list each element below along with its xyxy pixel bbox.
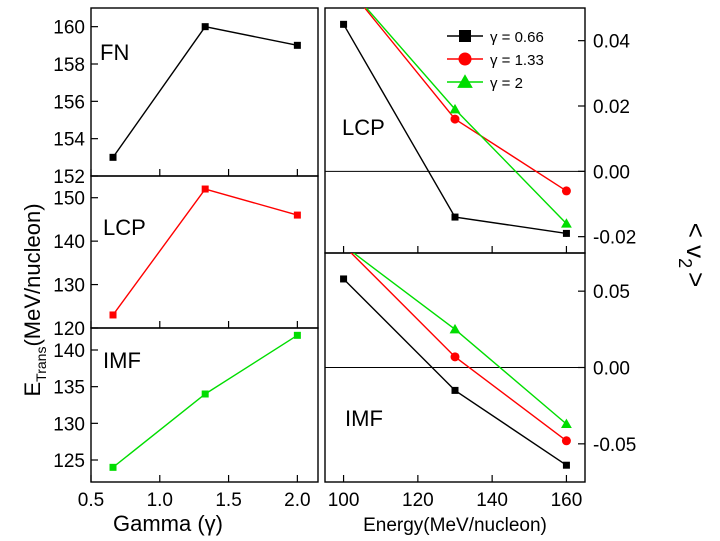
x-tick-label: 140 <box>476 490 508 511</box>
chart-panel-5: -0.05 0.00 0.05 100 120 140 160 IMF <box>324 252 636 511</box>
legend-label: γ = 1.33 <box>490 52 544 69</box>
legend: γ = 0.66 γ = 1.33 γ = 2 <box>447 29 544 92</box>
chart-panel-2: 120 130 140 150 LCP <box>53 175 319 340</box>
data-layer <box>109 331 301 471</box>
x-tick-label: 0.5 <box>78 490 104 511</box>
data-point <box>109 153 117 161</box>
legend-marker <box>459 30 471 42</box>
series-line-3 <box>352 253 567 425</box>
right-y-axis-label-subscript: 2 <box>675 258 695 268</box>
left-y-axis-label-main: E <box>20 382 45 397</box>
y-tick-label: 160 <box>53 18 85 39</box>
data-layer <box>109 23 301 161</box>
y-tick-label: 154 <box>53 130 85 151</box>
y-tick-label: -0.05 <box>593 435 636 456</box>
data-point <box>293 211 301 219</box>
y-tick-label: 135 <box>53 378 85 399</box>
data-layer <box>340 8 572 237</box>
legend-label: γ = 0.66 <box>490 29 544 46</box>
left-y-axis-label-units: (MeV/nucleon) <box>20 203 45 346</box>
y-tick-label: 0.00 <box>593 359 630 380</box>
plots-layer: 152 154 156 158 160 FN 120 130 140 150 LCP 125 130 13… <box>53 7 636 511</box>
y-tick-label: 152 <box>53 167 85 188</box>
data-point <box>201 390 209 398</box>
data-point <box>109 311 117 319</box>
panel-label: LCP <box>342 115 385 140</box>
x-tick-label: 100 <box>328 490 360 511</box>
x-tick-label: 1.0 <box>147 490 173 511</box>
legend-marker <box>457 74 473 88</box>
y-tick-label: 0.02 <box>593 97 630 118</box>
y-tick-label: 140 <box>53 232 85 253</box>
plot-frame <box>90 7 319 177</box>
data-point <box>449 323 461 334</box>
data-point <box>201 23 209 31</box>
x-tick-label: 2.0 <box>284 490 310 511</box>
data-point <box>293 331 301 339</box>
y-tick-label: 150 <box>53 189 85 210</box>
data-point <box>561 218 572 228</box>
panel-label: LCP <box>103 215 146 240</box>
y-tick-label: 130 <box>53 414 85 435</box>
data-point <box>561 186 571 196</box>
series-line-1 <box>112 25 298 158</box>
data-point <box>562 229 570 237</box>
panel-label: IMF <box>345 406 383 431</box>
data-point <box>450 352 460 362</box>
left-y-axis-label-subscript: Trans <box>33 347 49 382</box>
x-tick-label: 160 <box>551 490 583 511</box>
data-layer <box>109 185 301 319</box>
right-y-axis-label-main: < v <box>681 223 711 258</box>
data-point <box>450 114 460 124</box>
y-tick-label: 156 <box>53 92 85 113</box>
data-point <box>201 185 209 193</box>
left-y-axis-label: ETrans(MeV/nucleon) <box>20 203 49 396</box>
y-tick-label: 140 <box>53 341 85 362</box>
x-tick-label: 120 <box>402 490 434 511</box>
y-tick-label: 120 <box>53 319 85 340</box>
legend-marker <box>458 52 472 66</box>
panel-label: IMF <box>103 348 141 373</box>
legend-label: γ = 2 <box>490 75 523 92</box>
right-y-axis-label-end: > <box>681 272 711 287</box>
series-line-1 <box>112 188 298 316</box>
data-point <box>293 41 301 49</box>
panel-label: FN <box>100 40 129 65</box>
y-tick-label: 125 <box>53 451 85 472</box>
right-x-axis-label: Energy(MeV/nucleon) <box>363 515 547 536</box>
data-point <box>451 213 459 221</box>
right-y-axis-label: < v2 > <box>675 223 711 288</box>
data-point <box>561 436 571 446</box>
x-tick-label: 1.5 <box>215 490 241 511</box>
data-point <box>449 103 461 114</box>
data-point <box>561 418 572 429</box>
data-point <box>562 461 570 469</box>
data-point <box>109 463 117 471</box>
plot-frame <box>90 327 319 483</box>
y-tick-label: 0.04 <box>593 32 630 53</box>
plot-frame <box>90 175 319 329</box>
data-point <box>340 20 348 28</box>
data-point <box>340 275 348 283</box>
series-line-1 <box>343 278 567 466</box>
chart-panel-3: 125 130 135 140 0.5 1.0 1.5 2.0 IMF <box>53 327 319 511</box>
data-point <box>451 386 459 394</box>
y-tick-label: 130 <box>53 276 85 297</box>
y-tick-label: 158 <box>53 55 85 76</box>
left-x-axis-label: Gamma (γ) <box>113 511 223 536</box>
y-tick-label: 0.00 <box>593 162 630 183</box>
y-tick-label: 0.05 <box>593 282 630 303</box>
chart-panel-1: 152 154 156 158 160 FN <box>53 7 319 188</box>
y-tick-label: -0.02 <box>593 228 636 249</box>
data-layer <box>340 253 572 469</box>
